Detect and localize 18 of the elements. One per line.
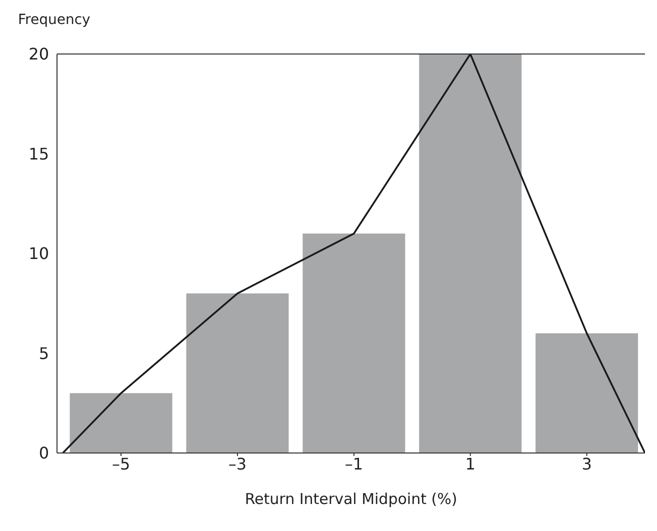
- y-tick-label: 10: [28, 244, 49, 264]
- x-tick-label: 1: [465, 454, 476, 474]
- y-tick-label: 20: [28, 44, 49, 64]
- y-tick-label: 0: [38, 444, 49, 463]
- line-series: [62, 54, 645, 453]
- bar: [186, 293, 289, 453]
- bar: [419, 54, 522, 453]
- bar: [536, 333, 638, 453]
- y-axis-title: Frequency: [18, 12, 90, 28]
- x-tick-label: –3: [228, 454, 247, 474]
- x-tick-label: –5: [112, 454, 130, 474]
- y-tick-label: 15: [28, 144, 49, 164]
- bar: [302, 234, 406, 453]
- x-tick-label: –1: [344, 454, 364, 474]
- x-axis-title: Return Interval Midpoint (%): [244, 490, 458, 508]
- x-tick-label: 3: [582, 454, 592, 474]
- bar: [70, 393, 172, 453]
- y-tick-label: 5: [38, 344, 49, 363]
